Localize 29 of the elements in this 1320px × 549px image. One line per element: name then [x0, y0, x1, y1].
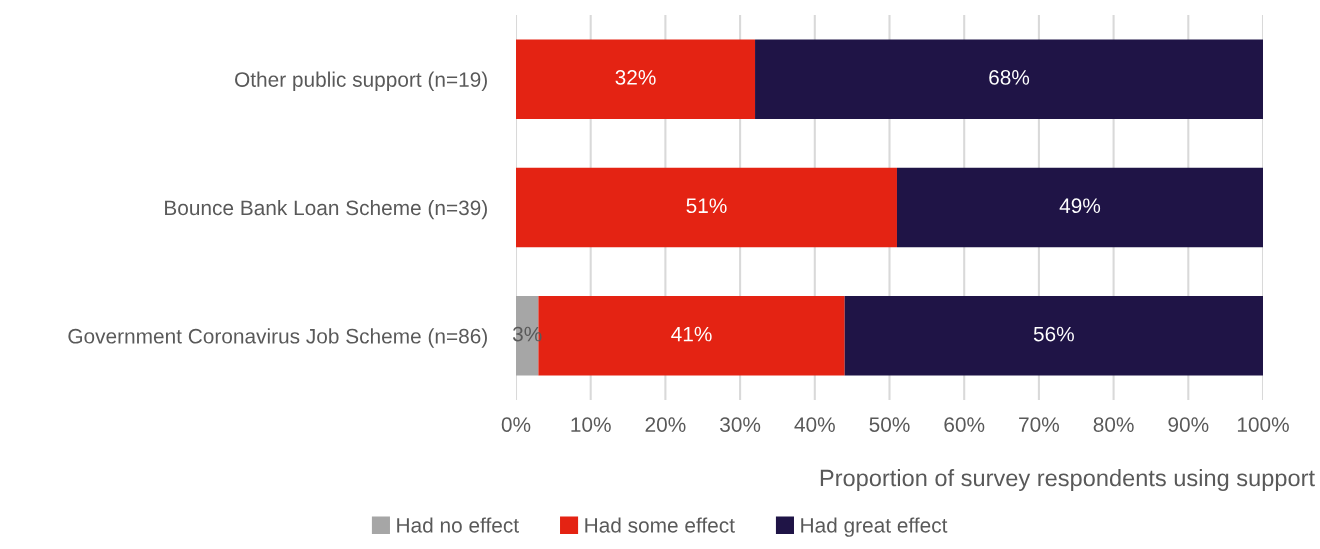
x-tick-label: 20%	[645, 417, 686, 432]
x-tick-label: 30%	[720, 417, 761, 432]
x-tick-label: 60%	[944, 417, 985, 432]
bar	[516, 39, 756, 119]
data-label: 51%	[686, 198, 727, 214]
x-tick-label: 100%	[1237, 417, 1289, 432]
y-tick-label: Bounce Bank Loan Scheme (n=39)	[165, 199, 487, 220]
y-tick-label: Other public support (n=19)	[235, 71, 487, 92]
legend-label: Had great effect	[801, 517, 948, 537]
x-tick-label: 0%	[501, 417, 531, 432]
legend-label: Had no effect	[397, 517, 519, 533]
x-tick-label: 40%	[794, 417, 835, 432]
x-tick-label: 50%	[869, 417, 910, 432]
y-tick-label: Government Coronavirus Job Scheme (n=86)	[68, 328, 487, 348]
legend-label: Had some effect	[585, 517, 735, 533]
x-tick-label: 10%	[571, 417, 611, 432]
data-label: 41%	[671, 326, 712, 342]
data-label: 68%	[989, 70, 1030, 85]
data-label: 32%	[615, 70, 656, 85]
x-tick-label: 80%	[1093, 417, 1134, 432]
bar	[844, 296, 1263, 376]
x-axis-title: Proportion of survey respondents using support	[820, 468, 1315, 491]
bar	[516, 167, 897, 248]
data-label: 56%	[1033, 326, 1074, 342]
data-label: 49%	[1059, 198, 1101, 214]
bar	[755, 39, 1263, 119]
x-tick-label: 70%	[1019, 417, 1060, 432]
x-tick-label: 90%	[1168, 417, 1209, 432]
bar	[896, 167, 1263, 248]
